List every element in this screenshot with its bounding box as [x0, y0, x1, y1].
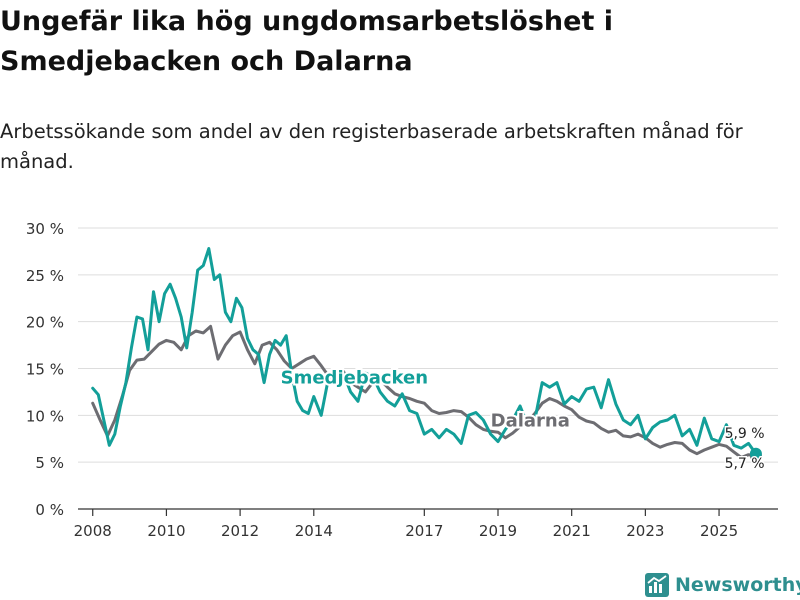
y-tick-label-30: 30 %: [26, 220, 64, 238]
x-tick-label-2019: 2019: [479, 522, 517, 540]
y-axis-tick-labels: 0 % 5 % 10 % 15 % 20 % 25 % 30 %: [26, 220, 64, 519]
y-tick-label-25: 25 %: [26, 267, 64, 285]
y-tick-label-15: 15 %: [26, 361, 64, 379]
smedjebacken-last-point: [749, 447, 762, 460]
y-tick-label-10: 10 %: [26, 407, 64, 425]
dalarna-series-line: [91, 324, 758, 459]
x-tick-label-2014: 2014: [295, 522, 333, 540]
series-lines: [91, 247, 762, 462]
newsworthy-chart-icon: [645, 573, 669, 597]
x-tick-label-2012: 2012: [221, 522, 259, 540]
dalarna-series-label: Dalarna: [491, 411, 570, 432]
x-tick-label-2010: 2010: [147, 522, 185, 540]
smedjebacken-series-label: Smedjebacken: [281, 367, 428, 388]
brand-name: Newsworthy: [675, 574, 800, 596]
x-tick-label-2017: 2017: [405, 522, 443, 540]
x-axis: 2008 2010 2012 2014 2017 2019 2021 2023 2025: [74, 508, 778, 540]
x-tick-label-2021: 2021: [553, 522, 591, 540]
newsworthy-logo[interactable]: Newsworthy: [645, 570, 800, 600]
smedjebacken-end-label: 5,9 %: [725, 426, 765, 442]
y-tick-label-20: 20 %: [26, 314, 64, 332]
chart-subtitle: Arbetssökande som andel av den registerb…: [0, 120, 743, 173]
y-tick-label-5: 5 %: [35, 454, 64, 472]
x-tick-label-2023: 2023: [626, 522, 664, 540]
y-tick-label-0: 0 %: [35, 501, 64, 519]
x-tick-label-2008: 2008: [74, 522, 112, 540]
x-tick-label-2025: 2025: [700, 522, 738, 540]
smedjebacken-series-line: [91, 247, 758, 456]
dalarna-end-label: 5,7 %: [725, 456, 765, 472]
gridlines: [78, 227, 778, 463]
chart-title: Ungefär lika hög ungdomsarbetslöshet i S…: [0, 6, 614, 77]
series-labels: Dalarna 5,7 % Smedjebacken 5,9 %: [279, 365, 766, 473]
